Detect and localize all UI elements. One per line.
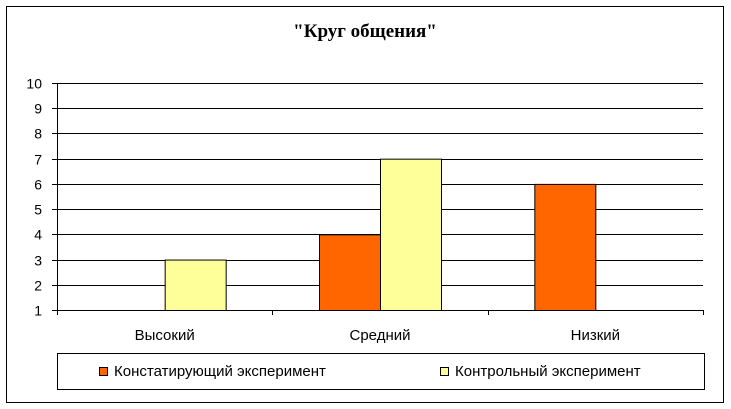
- y-tick-label: 8: [34, 126, 42, 142]
- y-tick-label: 5: [34, 202, 42, 218]
- bar-1-2: [319, 234, 381, 311]
- legend-label-series-2: Контрольный эксперимент: [455, 363, 641, 380]
- x-category-label: Средний: [350, 327, 411, 344]
- legend: Констатирующий эксперимент Контрольный э…: [57, 353, 705, 390]
- legend-label-series-1: Констатирующий эксперимент: [114, 363, 326, 380]
- legend-item-series-2: Контрольный эксперимент: [440, 363, 641, 380]
- bar-1-3: [534, 183, 597, 311]
- y-tick-label: 2: [34, 278, 42, 294]
- chart-title: "Круг общения": [293, 21, 437, 42]
- y-tick-labels: 1 2 3 4 5 6 7 8 9 10: [26, 76, 42, 319]
- y-tick-label: 6: [34, 177, 42, 193]
- y-tick-label: 10: [26, 76, 42, 92]
- legend-swatch-series-2: [440, 367, 449, 376]
- x-category-label: Низкий: [571, 327, 620, 344]
- chart-frame: [6, 6, 724, 403]
- x-category-label: Высокий: [135, 327, 195, 344]
- y-tick-label: 3: [34, 253, 42, 269]
- bar-2-2: [380, 158, 442, 311]
- x-category-labels: Высокий Средний Низкий: [135, 327, 620, 344]
- bar-2-1: [164, 259, 227, 311]
- legend-item-series-1: Констатирующий эксперимент: [99, 363, 326, 380]
- y-tick-label: 1: [34, 303, 42, 319]
- y-tick-label: 7: [34, 152, 42, 168]
- y-tick-label: 9: [34, 101, 42, 117]
- y-tick-label: 4: [34, 227, 42, 243]
- legend-swatch-series-1: [99, 367, 108, 376]
- bars: [164, 158, 597, 311]
